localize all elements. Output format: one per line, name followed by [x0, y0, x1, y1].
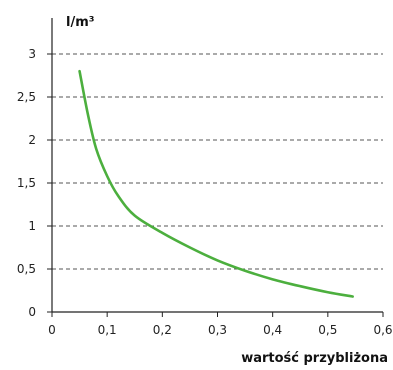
series-layer [78, 69, 354, 298]
x-tick-label: 0,2 [153, 323, 172, 337]
y-tick-label: 0 [28, 305, 36, 319]
x-tick-label: 0,6 [373, 323, 392, 337]
x-axis-ticks: 0 0,1 0,2 0,3 0,4 0,5 0,6 [48, 312, 393, 337]
series-line [78, 69, 354, 298]
x-axis-label: wartość przybliżona [241, 351, 388, 366]
y-axis-label: l/m³ [66, 15, 94, 30]
x-tick-label: 0 [48, 323, 56, 337]
x-tick-label: 0,3 [208, 323, 227, 337]
grid-lines [52, 53, 383, 270]
y-tick-label: 0,5 [17, 262, 36, 276]
y-tick-label: 3 [28, 47, 36, 61]
x-tick-label: 0,5 [318, 323, 337, 337]
y-tick-label: 2,5 [17, 90, 36, 104]
y-tick-label: 1 [28, 219, 36, 233]
x-tick-label: 0,4 [263, 323, 282, 337]
y-tick-label: 1,5 [17, 176, 36, 190]
x-tick-label: 0,1 [98, 323, 117, 337]
y-axis-ticks: 0 0,5 1 1,5 2 2,5 3 [17, 47, 52, 319]
y-tick-label: 2 [28, 133, 36, 147]
